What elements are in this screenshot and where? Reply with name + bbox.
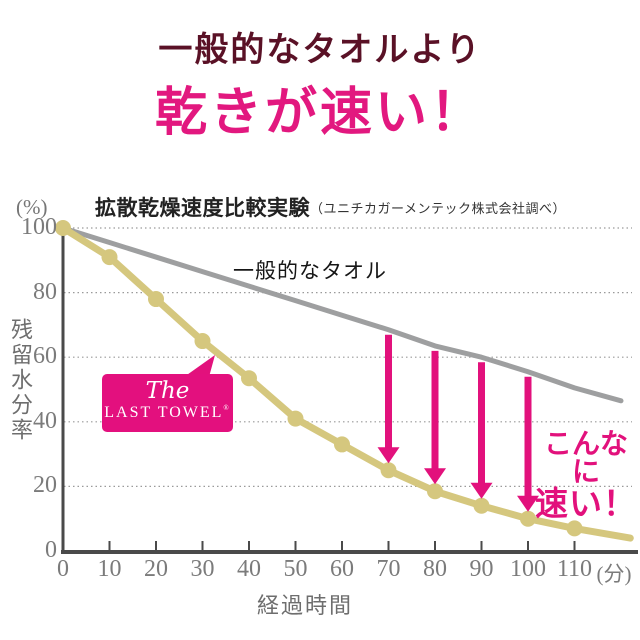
series-label-general-towel: 一般的なタオル [233, 259, 387, 283]
headline-line1: 一般的なタオルより [158, 31, 482, 69]
x-axis-title: 経過時間 [256, 593, 353, 618]
headline-line2: 乾きが速い！ [154, 84, 485, 142]
speed-annotation: こんなに 速い！ [532, 428, 640, 522]
registered-mark: ® [223, 404, 231, 412]
chart-title: 拡散乾燥速度比較実験 [95, 197, 310, 220]
speed-annotation-line1: こんなに [543, 428, 628, 487]
logo-wordmark: LAST TOWEL® [102, 405, 233, 421]
y-axis-unit-label: (%) [16, 195, 48, 219]
logo-script-the: The [145, 378, 190, 404]
y-axis-title: 残留水分率 [8, 318, 33, 443]
speed-annotation-line2: 速い！ [535, 485, 637, 522]
chart-source-note: （ユニチカガーメンテック株式会社調べ） [310, 201, 566, 216]
last-towel-logo: The LAST TOWEL® [102, 374, 233, 432]
logo-wordmark-text: LAST TOWEL [104, 404, 224, 421]
